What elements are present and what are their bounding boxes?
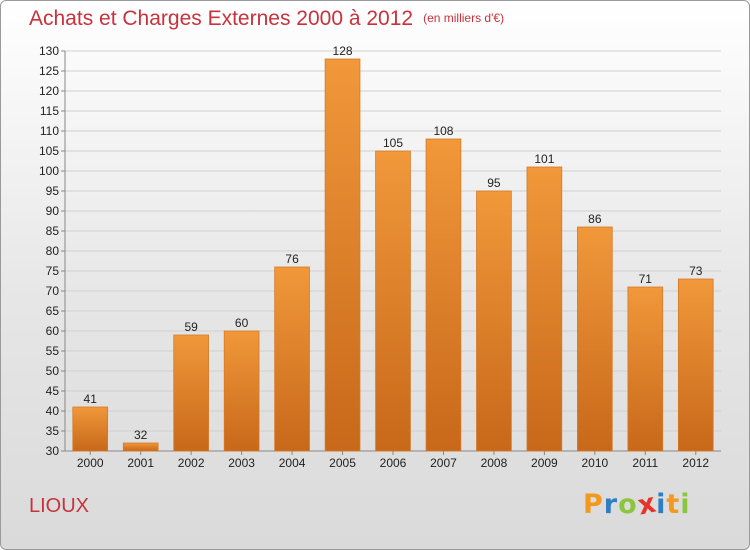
y-tick-label: 85: [46, 224, 60, 238]
x-tick-label-2008: 2008: [481, 456, 508, 470]
x-tick-label-2002: 2002: [178, 456, 205, 470]
bar-2005: [324, 58, 361, 452]
bar-2009: [526, 166, 563, 452]
x-tick-label-2010: 2010: [581, 456, 608, 470]
value-label-2004: 76: [285, 252, 299, 266]
bar-2006: [375, 150, 411, 452]
y-tick-label: 50: [46, 364, 60, 378]
y-tick-label: 110: [40, 124, 59, 138]
chart-title: Achats et Charges Externes 2000 à 2012 (e…: [29, 7, 504, 31]
x-tick-label-2004: 2004: [279, 456, 306, 470]
bar-2002: [173, 334, 209, 452]
x-tick-label-2000: 2000: [77, 456, 104, 470]
bar-2001: [122, 442, 159, 452]
bar-2008: [476, 190, 512, 452]
value-label-2006: 105: [383, 136, 403, 150]
y-tick-label: 125: [39, 64, 59, 78]
y-tick-label: 120: [39, 84, 59, 98]
y-tick-label: 30: [46, 444, 60, 458]
logo-letter: o: [618, 489, 638, 520]
commune-name: LIOUX: [29, 495, 90, 517]
logo-letter: t: [666, 489, 681, 520]
y-tick-label: 60: [46, 324, 60, 338]
y-tick-label: 90: [46, 204, 60, 218]
y-tick-label: 65: [46, 304, 60, 318]
bars: [72, 58, 714, 452]
y-tick-label: 115: [40, 104, 59, 118]
value-label-2005: 128: [333, 44, 353, 58]
y-tick-label: 40: [46, 404, 60, 418]
logo-letter: i: [656, 489, 667, 520]
y-tick-label: 95: [46, 184, 60, 198]
x-tick-label-2011: 2011: [632, 456, 658, 470]
value-label-2012: 73: [689, 264, 703, 278]
logo-letter: r: [603, 489, 619, 520]
tick-labels: 30 35 40 45 50 55 60 65 70 75 80 85 90 95 100 105 110 115…: [39, 44, 709, 470]
bar-2000: [72, 406, 109, 452]
x-tick-label-2006: 2006: [380, 456, 407, 470]
proxiti-logo: Proxiti: [583, 487, 691, 521]
bar-2011: [627, 286, 664, 452]
y-tick-label: 55: [46, 344, 60, 358]
x-tick-label-2001: 2001: [127, 456, 154, 470]
chart-title-text: Achats et Charges Externes 2000 à 2012: [29, 7, 414, 30]
y-tick-label: 100: [39, 164, 59, 178]
value-label-2008: 95: [487, 176, 501, 190]
y-tick-label: 70: [46, 284, 60, 298]
x-tick-label-2003: 2003: [228, 456, 255, 470]
x-tick-label-2012: 2012: [682, 456, 709, 470]
logo-letter: P: [583, 489, 604, 520]
bar-2012: [677, 278, 714, 452]
x-tick-label-2009: 2009: [531, 456, 558, 470]
value-label-2002: 59: [184, 320, 198, 334]
value-label-2007: 108: [433, 124, 453, 138]
value-label-2000: 41: [84, 392, 98, 406]
y-tick-label: 80: [46, 244, 60, 258]
value-label-2009: 101: [534, 152, 554, 166]
chart-subtitle: (en milliers d'€): [423, 11, 505, 25]
value-label-2011: 71: [639, 272, 653, 286]
value-label-2001: 32: [134, 428, 148, 442]
y-tick-label: 45: [46, 384, 60, 398]
value-label-2003: 60: [235, 316, 249, 330]
x-tick-label-2005: 2005: [329, 456, 356, 470]
y-tick-label: 105: [39, 144, 59, 158]
y-tick-label: 75: [46, 264, 60, 278]
bar-2010: [577, 226, 613, 452]
y-tick-label: 35: [46, 424, 60, 438]
value-label-2010: 86: [588, 212, 602, 226]
y-tick-label: 130: [39, 44, 59, 58]
bar-2004: [274, 266, 310, 452]
logo-letter: i: [680, 489, 691, 520]
bar-2003: [223, 330, 260, 452]
x-tick-label-2007: 2007: [430, 456, 457, 470]
bar-2007: [425, 138, 462, 452]
